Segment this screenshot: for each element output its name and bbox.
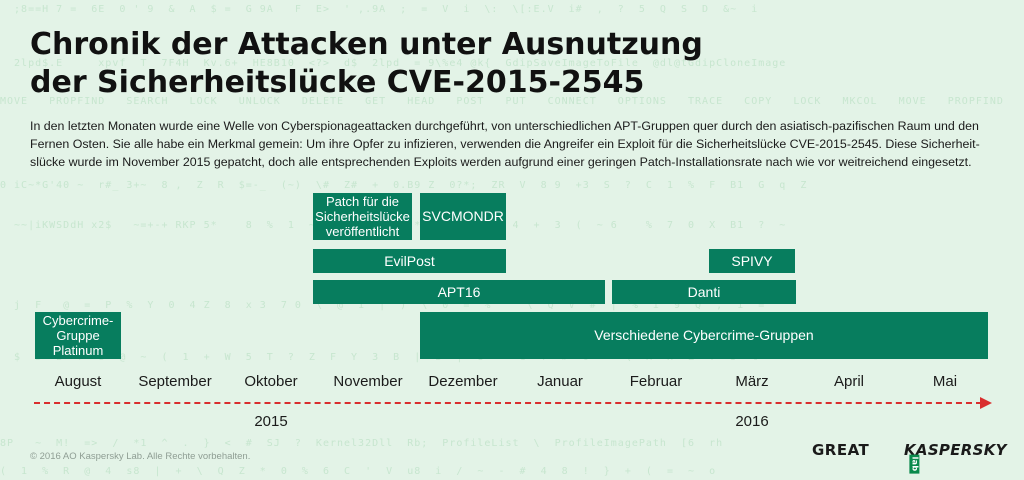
bar-svcmondr: SVCMONDR xyxy=(420,193,506,240)
bar-patch-released: Patch für die Sicherheitslücke veröffent… xyxy=(313,193,412,240)
bar-danti-label: Danti xyxy=(687,283,721,300)
bar-patch-released-line3: veröffentlicht xyxy=(325,224,400,239)
bar-patch-released-line1: Patch für die xyxy=(326,194,399,209)
year-2015: 2015 xyxy=(254,413,288,430)
bar-platinum: Cybercrime- Gruppe Platinum xyxy=(35,312,121,359)
bar-spivy-label: SPIVY xyxy=(731,252,773,269)
month-september: September xyxy=(138,373,212,390)
bar-cybercrime-groups-label: Verschiedene Cybercrime-Gruppen xyxy=(594,327,814,343)
month-april: April xyxy=(833,373,864,390)
kaspersky-lab-badge: lab xyxy=(909,454,920,474)
bar-platinum-line3: Platinum xyxy=(52,343,104,358)
bar-apt16-label: APT16 xyxy=(437,283,481,300)
timeline-arrow-line xyxy=(34,402,982,404)
bar-cybercrime-groups: Verschiedene Cybercrime-Gruppen xyxy=(420,312,988,359)
bar-evilpost-label: EvilPost xyxy=(384,252,435,269)
great-logo: GREAT xyxy=(812,441,869,459)
month-oktober: Oktober xyxy=(244,373,298,390)
copyright-text: © 2016 AO Kaspersky Lab. Alle Rechte vor… xyxy=(30,451,251,462)
bar-danti: Danti xyxy=(612,280,796,304)
bar-evilpost: EvilPost xyxy=(313,249,506,273)
bar-spivy: SPIVY xyxy=(709,249,795,273)
bar-platinum-line2: Gruppe xyxy=(56,328,100,343)
bar-apt16: APT16 xyxy=(313,280,605,304)
month-januar: Januar xyxy=(537,373,583,390)
month-februar: Februar xyxy=(629,373,683,390)
page-title: Chronik der Attacken unter Ausnutzung de… xyxy=(30,26,710,102)
intro-paragraph: In den letzten Monaten wurde eine Welle … xyxy=(30,119,980,169)
kaspersky-logo: KASPERSKYlab xyxy=(904,441,1024,477)
page-title-line2: der Sicherheitslücke CVE-2015-2545 xyxy=(30,65,645,100)
kaspersky-logo-text: KASPERSKY xyxy=(904,441,1007,459)
month-maerz: März xyxy=(735,373,769,390)
year-2016: 2016 xyxy=(735,413,769,430)
month-mai: Mai xyxy=(932,373,958,390)
bar-patch-released-line2: Sicherheitslücke xyxy=(315,209,410,224)
month-dezember: Dezember xyxy=(428,373,498,390)
month-november: November xyxy=(333,373,403,390)
great-logo-text: GREAT xyxy=(812,441,870,459)
timeline-arrowhead-icon xyxy=(980,397,992,409)
month-august: August xyxy=(54,373,102,390)
bar-svcmondr-label: SVCMONDR xyxy=(422,208,504,224)
page-title-line1: Chronik der Attacken unter Ausnutzung xyxy=(30,27,703,62)
bar-platinum-line1: Cybercrime- xyxy=(42,313,114,328)
